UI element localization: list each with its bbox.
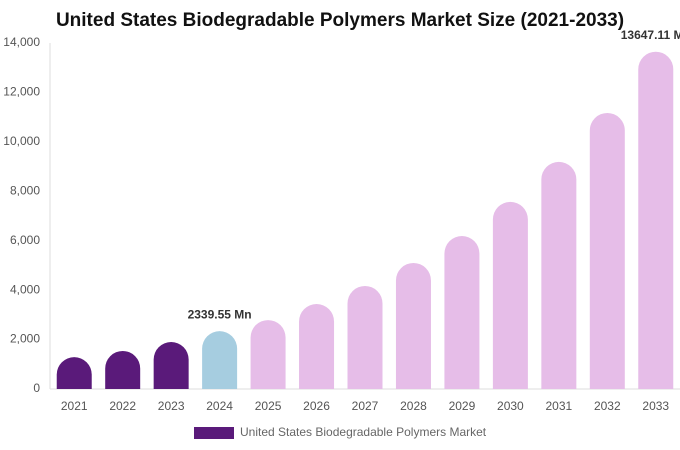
data-label: 13647.11 Mn [621, 28, 680, 42]
legend-label: United States Biodegradable Polymers Mar… [240, 425, 487, 439]
bar [444, 236, 480, 389]
bar [153, 342, 189, 389]
bar [492, 201, 528, 389]
y-tick-label: 2,000 [10, 332, 40, 346]
y-tick-label: 0 [33, 381, 40, 395]
x-tick-label: 2024 [206, 399, 233, 413]
bar [250, 320, 286, 389]
data-label: 2339.55 Mn [188, 307, 252, 321]
bar [202, 331, 238, 389]
legend-swatch [194, 427, 234, 439]
y-tick-label: 6,000 [10, 233, 40, 247]
bar [299, 303, 335, 389]
x-tick-label: 2021 [61, 399, 88, 413]
x-tick-label: 2026 [303, 399, 330, 413]
bar [347, 285, 383, 389]
x-tick-label: 2022 [109, 399, 136, 413]
x-tick-label: 2025 [255, 399, 282, 413]
bar [105, 350, 141, 389]
x-tick-label: 2027 [352, 399, 379, 413]
x-tick-label: 2029 [449, 399, 476, 413]
x-tick-label: 2028 [400, 399, 427, 413]
x-tick-label: 2031 [545, 399, 572, 413]
x-tick-label: 2030 [497, 399, 524, 413]
x-tick-label: 2033 [642, 399, 669, 413]
y-tick-label: 12,000 [3, 85, 40, 99]
bar [638, 51, 674, 389]
chart-title: United States Biodegradable Polymers Mar… [56, 10, 624, 31]
bar [541, 161, 577, 389]
x-tick-label: 2023 [158, 399, 185, 413]
bar [56, 357, 92, 389]
x-tick-label: 2032 [594, 399, 621, 413]
y-tick-label: 4,000 [10, 282, 40, 296]
bar [589, 112, 625, 390]
bar [395, 262, 431, 389]
y-tick-label: 10,000 [3, 134, 40, 148]
y-tick-label: 8,000 [10, 183, 40, 197]
y-tick-label: 14,000 [3, 35, 40, 49]
